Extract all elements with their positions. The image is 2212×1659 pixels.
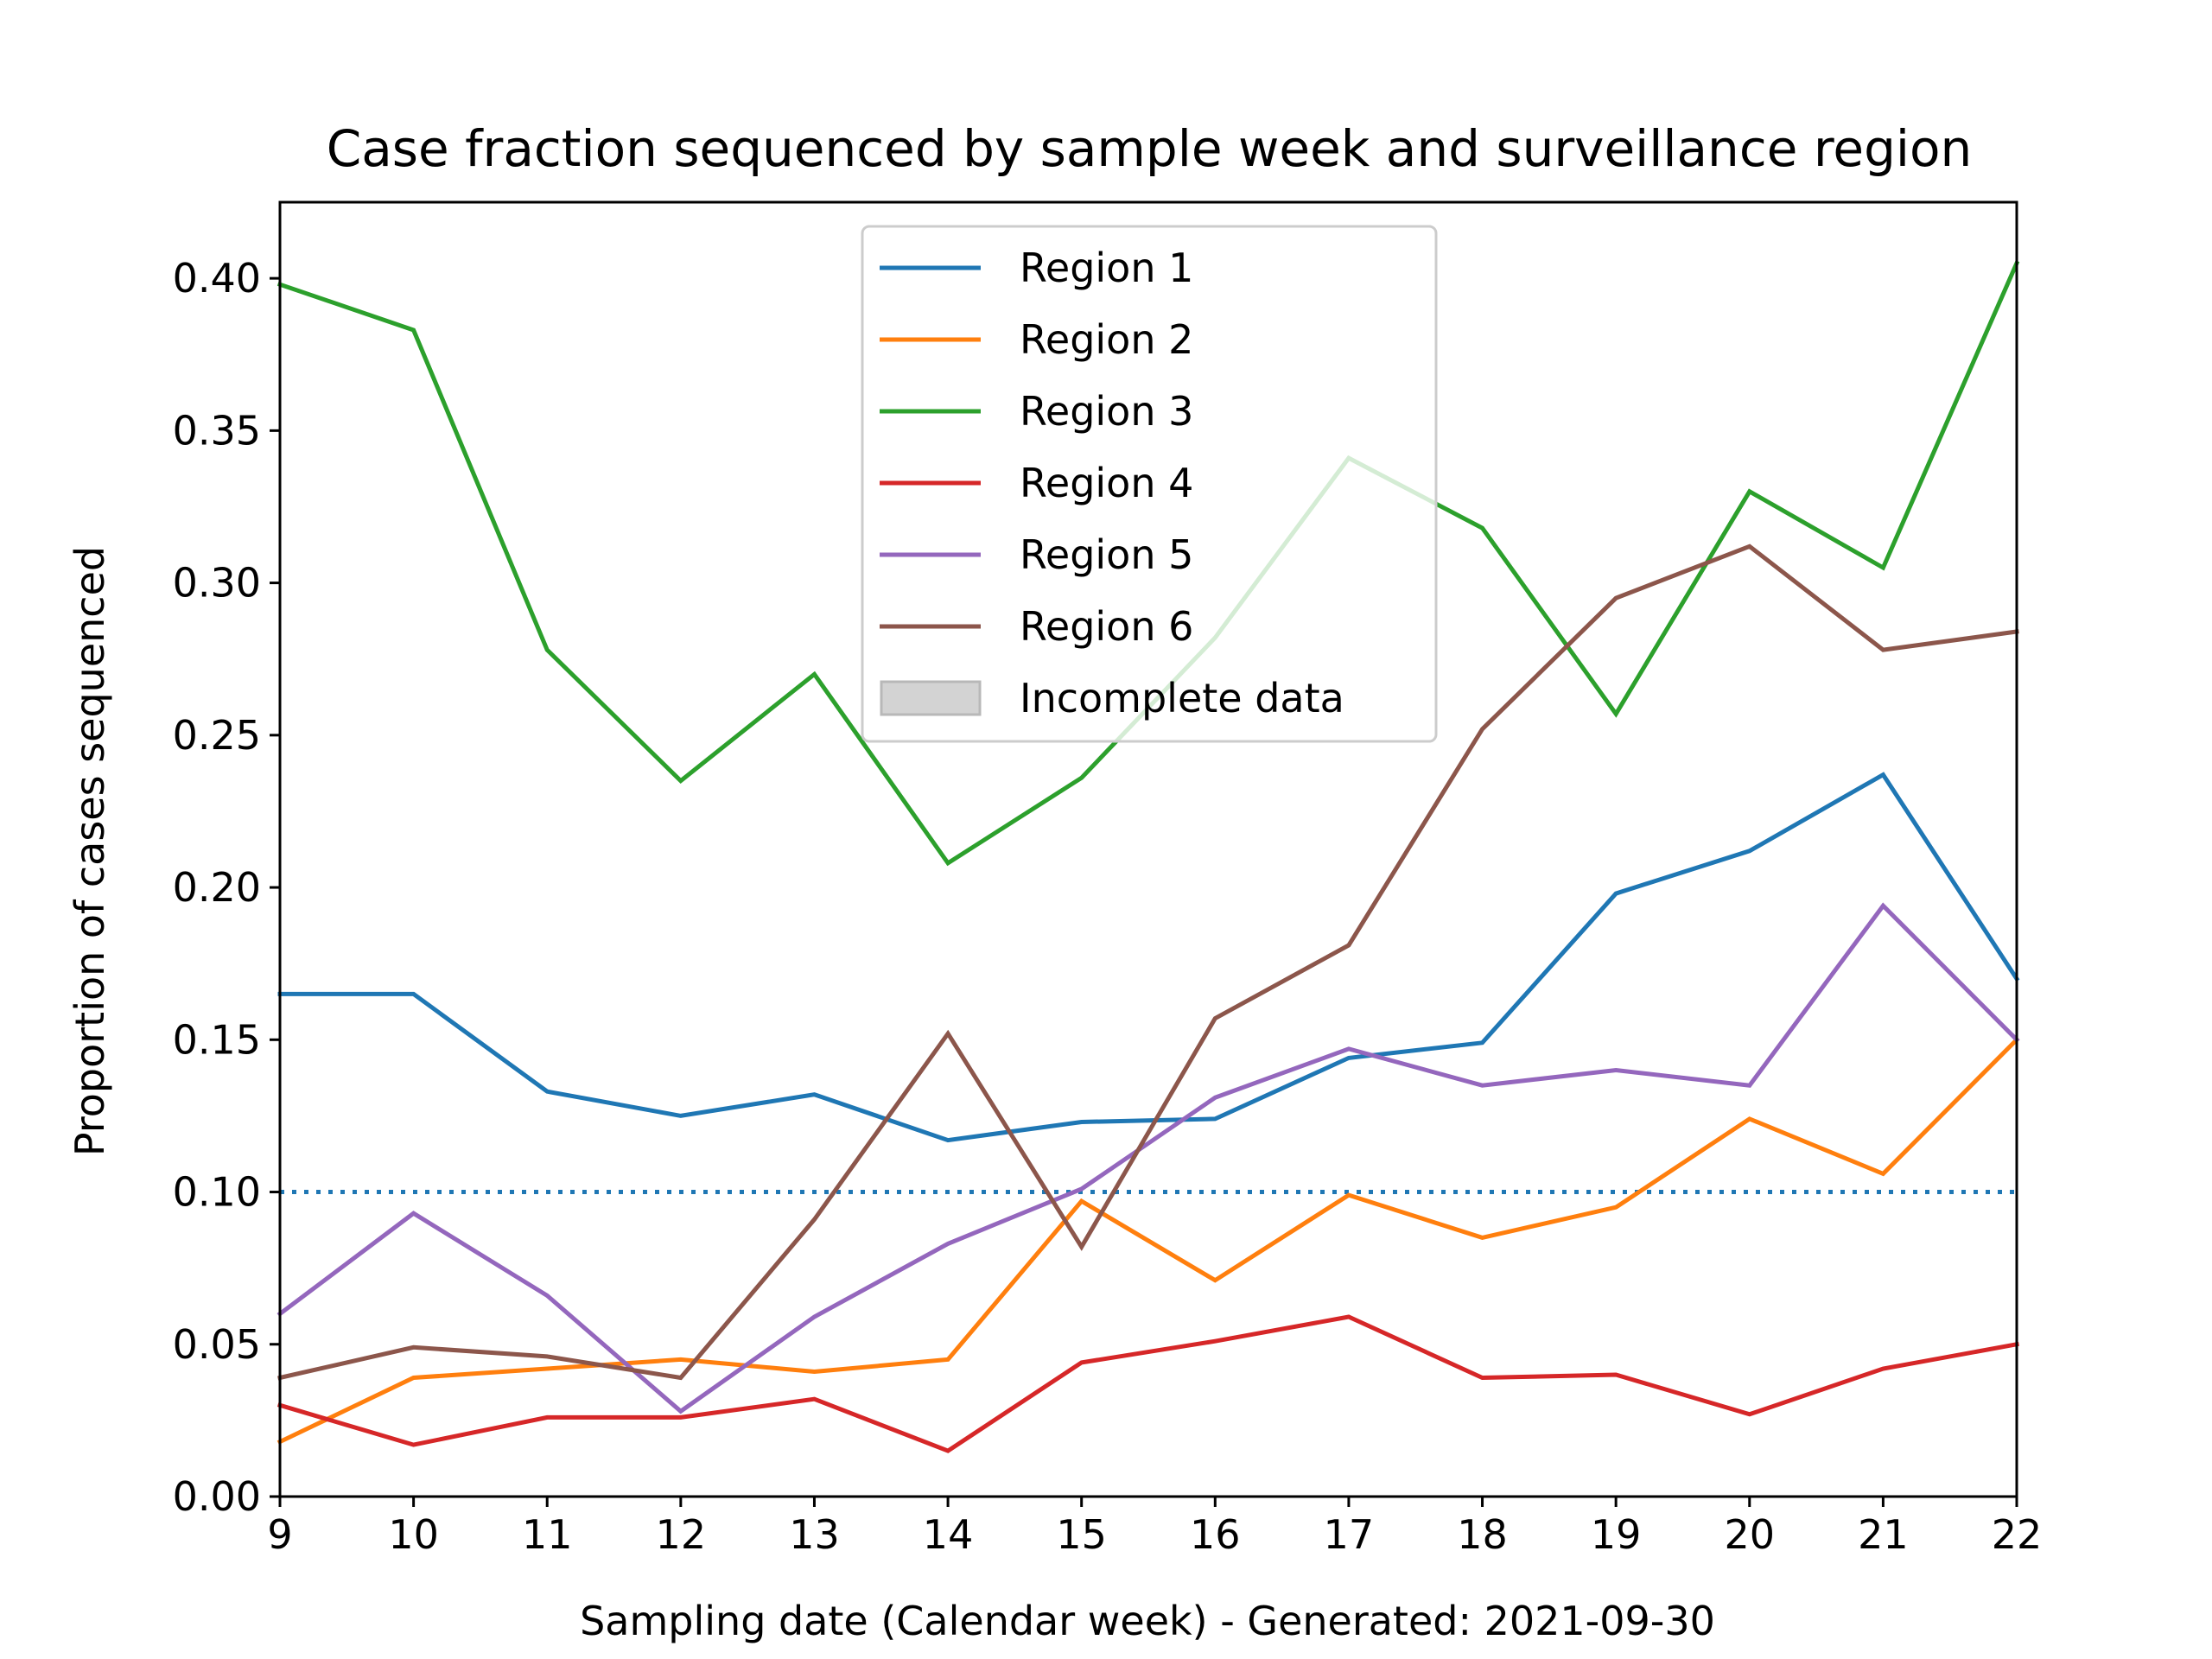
x-tick-label: 16 bbox=[1190, 1511, 1241, 1558]
y-tick-label: 0.15 bbox=[173, 1016, 261, 1063]
y-tick-label: 0.10 bbox=[173, 1169, 261, 1216]
chart-title: Case fraction sequenced by sample week a… bbox=[327, 119, 1973, 178]
y-tick-label: 0.35 bbox=[173, 407, 261, 454]
legend-label: Region 1 bbox=[1020, 245, 1193, 291]
series-line-1 bbox=[277, 772, 2020, 1143]
y-tick-label: 0.00 bbox=[173, 1473, 261, 1520]
series-line-6 bbox=[277, 543, 2019, 1381]
legend-label: Region 2 bbox=[1020, 316, 1193, 363]
x-tick-label: 19 bbox=[1591, 1511, 1642, 1558]
legend-label: Region 4 bbox=[1020, 460, 1193, 506]
plot-frame bbox=[278, 200, 2018, 1498]
chart-legend: Region 1 Region 2 Region 3 Region 4 Region 5… bbox=[861, 225, 1438, 743]
series-line-5 bbox=[276, 902, 2020, 1414]
x-tick-label: 11 bbox=[522, 1511, 573, 1558]
x-tick-label: 10 bbox=[388, 1511, 439, 1558]
x-axis: 9 10 11 12 13 14 15 16 17 18 19 20 21 22 bbox=[267, 1497, 2042, 1558]
y-axis-label: Proportion of cases sequenced bbox=[67, 546, 113, 1156]
y-tick-label: 0.05 bbox=[173, 1321, 261, 1368]
y-tick-label: 0.30 bbox=[173, 560, 261, 607]
legend-swatch bbox=[880, 680, 982, 716]
y-tick-label: 0.25 bbox=[173, 712, 261, 759]
x-tick-label: 18 bbox=[1457, 1511, 1508, 1558]
y-axis: 0.00 0.05 0.10 0.15 0.20 0.25 0.30 0.35 0.40 bbox=[173, 255, 280, 1520]
legend-label: Incomplete data bbox=[1020, 675, 1344, 721]
series-line-2 bbox=[276, 1036, 2020, 1445]
x-tick-label: 17 bbox=[1324, 1511, 1375, 1558]
x-tick-label: 22 bbox=[1992, 1511, 2043, 1558]
x-tick-label: 12 bbox=[656, 1511, 707, 1558]
legend-label: Region 3 bbox=[1020, 388, 1193, 435]
x-tick-label: 13 bbox=[789, 1511, 840, 1558]
x-tick-label: 20 bbox=[1724, 1511, 1775, 1558]
x-axis-label: Sampling date (Calendar week) - Generate… bbox=[580, 1598, 1715, 1644]
x-tick-label: 21 bbox=[1858, 1511, 1909, 1558]
legend-box bbox=[861, 225, 1438, 743]
legend-label: Region 6 bbox=[1020, 603, 1193, 650]
series-line-4 bbox=[276, 1314, 2019, 1453]
x-tick-label: 14 bbox=[923, 1511, 974, 1558]
x-tick-label: 9 bbox=[267, 1511, 292, 1558]
x-tick-label: 15 bbox=[1056, 1511, 1107, 1558]
y-tick-label: 0.20 bbox=[173, 864, 261, 911]
legend-label: Region 5 bbox=[1020, 531, 1193, 578]
y-tick-label: 0.40 bbox=[173, 255, 261, 302]
